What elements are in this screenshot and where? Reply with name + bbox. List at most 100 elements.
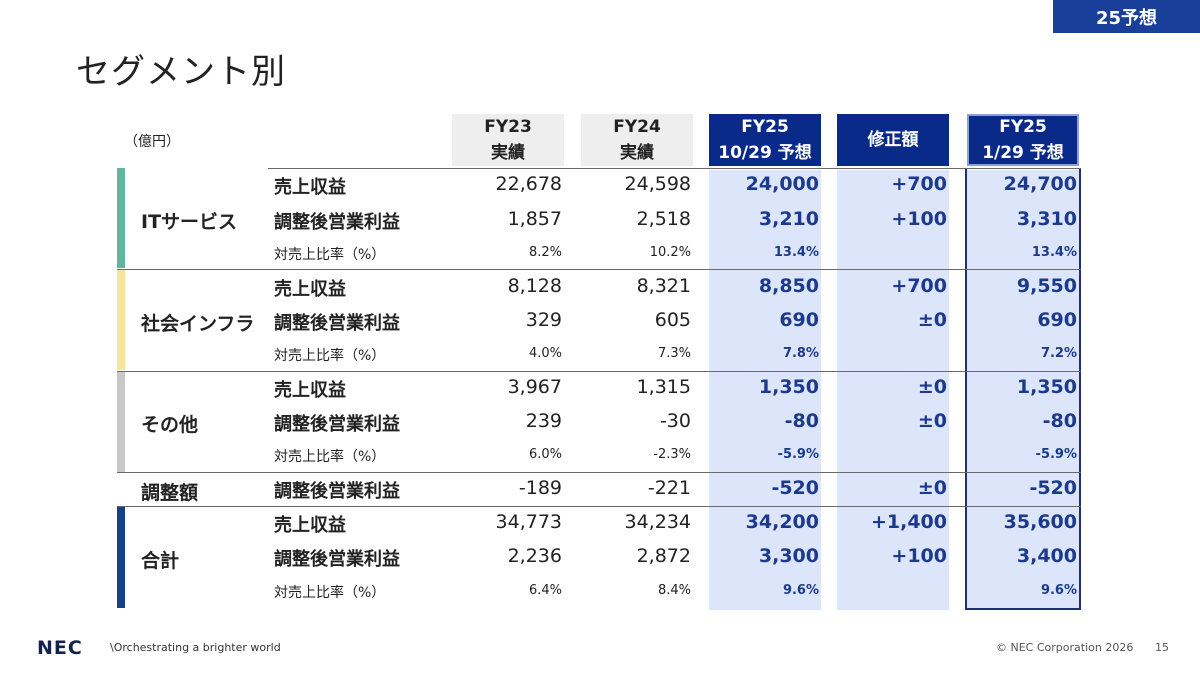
cell-value: 2,872 [636,545,691,567]
header-fy24: FY24 実績 [581,114,693,166]
separator-2 [117,371,1081,372]
cell-value: -520 [1029,477,1077,499]
cell-value: 8,321 [636,275,691,297]
segment-bar-it-services [117,168,125,268]
separator-1 [117,269,1081,270]
forecast-badge: 25予想 [1053,0,1200,33]
cell-value: 13.4% [1031,245,1077,260]
row-label: 調整後営業利益 [274,414,400,435]
row-label: 売上収益 [274,515,346,536]
cell-value: 3,210 [758,208,819,230]
cell-value: -2.3% [653,447,691,462]
row-label: 調整後営業利益 [274,313,400,334]
segment-bar-social-infra [117,270,125,370]
cell-value: 3,967 [507,376,562,398]
cell-value: 34,200 [745,511,819,533]
cell-value: 6.4% [528,583,562,598]
cell-value: -30 [659,410,691,432]
cell-value: +1,400 [870,511,947,533]
segment-name-social-infra: 社会インフラ [141,313,255,335]
cell-value: 35,600 [1003,511,1077,533]
cell-value: ±0 [917,477,947,499]
cell-value: -5.9% [777,447,819,462]
cell-value: 7.2% [1040,346,1077,361]
cell-value: 239 [525,410,562,432]
row-label: 調整後営業利益 [274,481,400,502]
cell-value: 3,300 [758,545,819,567]
cell-value: +100 [891,208,947,230]
cell-value: -80 [1042,410,1077,432]
cell-value: 1,315 [636,376,691,398]
row-label: 調整後営業利益 [274,549,400,570]
tagline: \Orchestrating a brighter world [110,641,281,654]
page-title: セグメント別 [76,52,286,92]
cell-value: 7.8% [782,346,819,361]
row-label: 売上収益 [274,279,346,300]
segment-bar-total [117,507,125,608]
separator-top [268,168,1081,169]
cell-value: -520 [771,477,819,499]
cell-value: 4.0% [528,346,562,361]
fy25-jan-column-bg [967,170,1079,610]
cell-value: 34,234 [624,511,691,533]
cell-value: ±0 [917,376,947,398]
cell-value: 34,773 [495,511,562,533]
cell-value: 8.2% [528,245,562,260]
header-revision: 修正額 [837,114,949,166]
cell-value: 3,310 [1016,208,1077,230]
cell-value: 605 [654,309,691,331]
row-label: 対売上比率（%） [274,449,386,465]
cell-value: 8.4% [657,583,691,598]
cell-value: 8,850 [758,275,819,297]
cell-value: 8,128 [507,275,562,297]
cell-value: 24,598 [624,173,691,195]
cell-value: -80 [784,410,819,432]
header-fy23: FY23 実績 [452,114,564,166]
cell-value: -5.9% [1035,447,1077,462]
header-fy25-jan-line1: FY25 [999,117,1047,137]
cell-value: ±0 [917,309,947,331]
row-label: 対売上比率（%） [274,348,386,364]
cell-value: 9,550 [1016,275,1077,297]
row-label: 対売上比率（%） [274,585,386,601]
revision-column-bg [837,170,949,610]
header-fy25-jan-line2: 1/29 予想 [982,143,1064,163]
header-fy23-line1: FY23 [484,117,532,137]
segment-name-others: その他 [141,414,199,436]
segment-name-it-services: ITサービス [141,211,238,233]
copyright: © NEC Corporation 2026 [996,641,1134,654]
cell-value: ±0 [917,410,947,432]
header-fy25-oct-line2: 10/29 予想 [718,143,812,163]
cell-value: 9.6% [782,583,819,598]
separator-3 [117,472,1081,473]
cell-value: +700 [891,173,947,195]
cell-value: -221 [647,477,691,499]
cell-value: 690 [1037,309,1077,331]
segment-bar-others [117,372,125,472]
separator-4 [117,506,1081,507]
cell-value: +100 [891,545,947,567]
cell-value: 10.2% [649,245,691,260]
header-fy23-line2: 実績 [491,143,525,163]
cell-value: +700 [891,275,947,297]
nec-logo: NEC [37,637,83,659]
cell-value: 24,000 [745,173,819,195]
row-label: 調整後営業利益 [274,212,400,233]
cell-value: 6.0% [528,447,562,462]
cell-value: 2,236 [507,545,562,567]
cell-value: 22,678 [495,173,562,195]
cell-value: 329 [525,309,562,331]
segment-name-total: 合計 [141,550,180,572]
cell-value: 1,857 [507,208,562,230]
header-fy25-oct: FY25 10/29 予想 [709,114,821,166]
fy25-jan-column-frame [965,168,1081,610]
cell-value: 9.6% [1040,583,1077,598]
header-fy24-line1: FY24 [613,117,661,137]
row-label: 売上収益 [274,380,346,401]
cell-value: 13.4% [773,245,819,260]
cell-value: 7.3% [657,346,691,361]
cell-value: 2,518 [636,208,691,230]
unit-label: （億円） [124,134,180,150]
segment-name-adjustment: 調整額 [141,482,199,504]
cell-value: 1,350 [1016,376,1077,398]
